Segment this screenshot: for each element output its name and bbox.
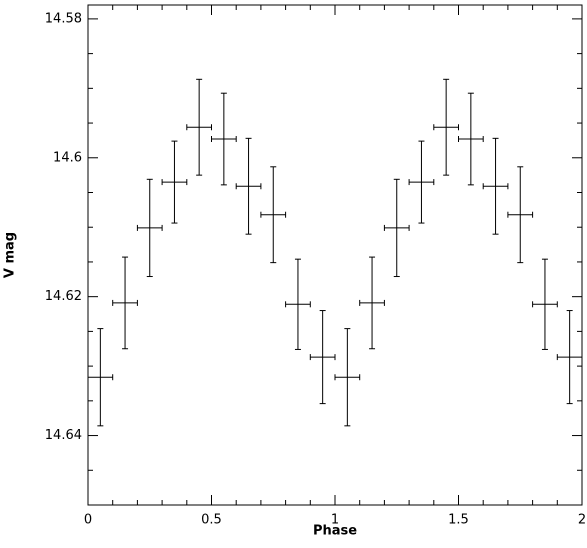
x-tick-label: 0.5: [201, 513, 222, 528]
x-tick-label: 0: [84, 513, 92, 528]
x-axis-label: Phase: [313, 524, 357, 539]
x-tick-label: 2: [578, 513, 586, 528]
x-tick-label: 1: [331, 513, 339, 528]
plot-frame: [87, 4, 583, 506]
y-tick-label: 14.62: [45, 289, 82, 304]
y-tick-label: 14.64: [45, 428, 82, 443]
y-tick-label: 14.58: [45, 11, 82, 26]
x-tick-label: 1.5: [448, 513, 469, 528]
y-axis-label: V mag: [3, 232, 18, 278]
y-tick-label: 14.6: [53, 150, 82, 165]
